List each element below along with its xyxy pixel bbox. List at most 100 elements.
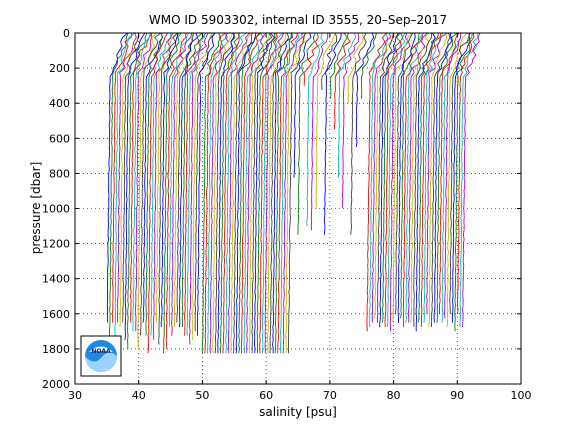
profile-line [181,33,203,327]
profile-line [225,33,248,354]
profile-line [436,33,458,323]
x-tick-label: 50 [195,389,209,402]
profile-line [410,33,430,323]
profile-line [371,33,392,323]
profile-line [163,33,182,354]
profile-line [315,33,337,209]
axis-ticks [74,32,522,385]
x-tick-label: 30 [68,389,82,402]
profile-line [350,33,367,235]
profile-line [355,33,375,148]
profile-line [337,33,357,178]
profile-line [413,33,433,327]
profile-line [171,33,193,336]
y-tick-label: 800 [49,167,70,180]
profile-line [155,33,178,323]
profile-line [415,33,436,332]
y-tick-label: 200 [49,62,70,75]
profile-line [387,33,406,328]
noaa-logo-text: NOAA [91,348,111,355]
profile-line [127,33,148,349]
profile-line [135,33,153,332]
y-tick-label: 1400 [42,273,70,286]
profile-line [111,33,133,323]
profile-line [394,33,414,314]
profile-line [222,33,240,354]
profile-line [214,33,236,354]
grid-lines [75,33,521,384]
profile-line [194,33,216,332]
profile-line [376,33,395,323]
profile-line [212,33,234,354]
profile-line [459,33,479,328]
profile-line [397,33,416,323]
profile-line [428,33,448,328]
profile-line [433,33,452,323]
x-tick-labels: 30 40 50 60 70 80 90 100 [68,389,532,402]
profile-line [330,33,348,99]
profile-line [217,33,235,354]
profile-line [384,33,404,328]
profile-line [381,33,402,323]
x-tick-label: 80 [387,389,401,402]
profile-line [124,33,146,341]
profile-line [451,33,471,323]
profile-line [108,33,129,341]
profile-line [119,33,140,328]
profile-line [176,33,194,323]
profile-line [423,33,444,323]
profile-line [321,33,338,91]
x-tick-label: 40 [132,389,146,402]
profile-line [130,33,151,323]
profile-line [418,33,440,323]
profile-line [420,33,442,328]
y-tick-label: 1800 [42,343,70,356]
profile-line [145,33,163,336]
profile-line [285,33,306,354]
profile-line [191,33,213,341]
profile-line [369,33,389,328]
profile-line [303,33,319,86]
profile-line [219,33,240,354]
y-tick-label: 2000 [42,378,70,391]
profile-line [256,33,276,354]
profile-line [204,33,227,354]
profile-line [139,33,162,336]
profile-line [405,33,424,323]
profile-line [297,33,316,235]
profile-line [269,33,290,354]
profile-line [238,33,261,354]
profile-line [114,33,136,345]
profile-line [274,33,292,354]
profile-line [446,33,468,328]
profile-line [243,33,264,354]
profile-line [186,33,206,336]
chart-title: WMO ID 5903302, internal ID 3555, 20–Sep… [149,13,447,27]
profile-line [248,33,270,354]
profile-line [207,33,228,354]
profile-line [150,33,172,336]
profile-line [360,33,377,99]
profile-line [389,33,409,332]
x-tick-label: 70 [323,389,337,402]
profile-line [233,33,253,354]
profile-line [400,33,420,319]
profile-line [184,33,207,336]
profile-line [152,33,174,341]
profile-line [366,33,388,332]
profile-line [264,33,285,354]
profile-line [267,33,287,354]
profile-line [261,33,284,354]
noaa-logo: NOAA [80,335,122,377]
profile-line [189,33,209,345]
profile-line [379,33,399,328]
profile-line [116,33,137,323]
profile-line [334,33,351,130]
profile-lines [106,33,481,354]
profile-line [165,33,187,349]
y-tick-label: 600 [49,132,70,145]
profile-line [449,33,471,314]
profile-line [272,33,293,354]
profile-line [462,33,481,328]
